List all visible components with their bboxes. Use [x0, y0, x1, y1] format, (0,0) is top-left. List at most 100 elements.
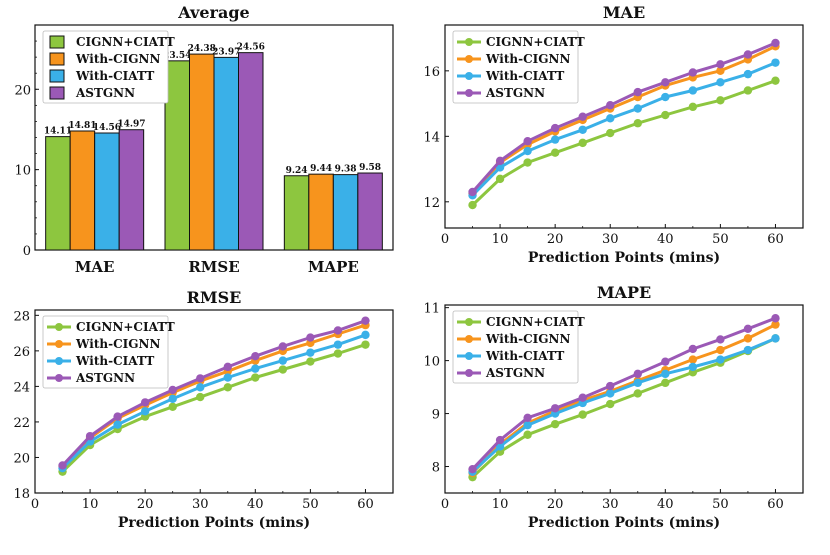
point-with-ciatt-40: [661, 92, 670, 102]
point-with-cignn-50: [716, 345, 725, 355]
y-tick-label: 18: [13, 487, 30, 502]
legend-box: [452, 30, 579, 104]
point-astgnn-20: [550, 123, 560, 133]
point-astgnn-45: [278, 342, 288, 351]
point-cignn-ciatt-40: [661, 378, 670, 388]
point-astgnn-40: [251, 351, 260, 361]
point-astgnn-5: [58, 461, 67, 470]
point-cignn-ciatt-30: [606, 399, 615, 409]
y-tick-label: 10: [14, 164, 31, 179]
point-astgnn-50: [716, 60, 725, 69]
mae-line-chart: MAE 0 10 20 30 40 50 60 12 14 16 Prediction Points …: [423, 3, 804, 266]
chart-title: RMSE: [187, 288, 242, 307]
point-with-ciatt-55: [743, 345, 753, 355]
legend-label-astgnn: ASTGNN: [485, 366, 545, 380]
x-tick-label: 40: [247, 497, 264, 512]
legend-box: [452, 310, 579, 384]
legend-label-cignn-ciatt: CIGNN+CIATT: [486, 315, 585, 329]
data-label-rmse-with-cignn: 24.38: [188, 44, 216, 54]
legend-marker-with-ciatt: [465, 352, 473, 360]
series-line-astgnn: [471, 41, 777, 193]
point-cignn-ciatt-25: [578, 138, 587, 148]
point-cignn-ciatt-45: [688, 102, 698, 112]
point-cignn-ciatt-30: [196, 392, 205, 402]
point-astgnn-45: [688, 68, 698, 77]
point-with-ciatt-60: [361, 330, 370, 340]
bar-rmse-with-ciatt: [213, 56, 239, 251]
point-astgnn-15: [523, 413, 532, 422]
point-cignn-ciatt-40: [661, 110, 670, 120]
legend-marker-with-cignn: [465, 335, 473, 343]
bar-rmse-with-cignn: [189, 53, 215, 251]
legend-box: [42, 30, 169, 104]
x-axis-label: Prediction Points (mins): [528, 250, 720, 266]
point-with-ciatt-60: [771, 334, 780, 343]
point-cignn-ciatt-25: [578, 410, 587, 419]
point-with-ciatt-50: [716, 78, 725, 87]
y-tick-label: 28: [13, 309, 30, 324]
legend-label-with-ciatt: With-CIATT: [485, 69, 564, 83]
point-with-ciatt-45: [688, 362, 698, 372]
point-with-ciatt-20: [140, 407, 150, 416]
point-with-cignn-55: [743, 334, 753, 343]
chart-title: MAPE: [597, 283, 651, 302]
point-cignn-ciatt-15: [523, 430, 532, 439]
point-cignn-ciatt-60: [361, 340, 370, 349]
point-astgnn-60: [771, 38, 780, 48]
point-astgnn-50: [716, 335, 725, 344]
legend-label-cignn-ciatt: CIGNN+CIATT: [486, 35, 585, 49]
point-with-ciatt-50: [716, 355, 725, 364]
y-tick-label: 10: [423, 355, 440, 370]
series-line-astgnn: [471, 316, 777, 471]
point-astgnn-10: [85, 431, 95, 441]
x-tick-label: 50: [712, 497, 729, 512]
point-with-ciatt-30: [606, 389, 615, 398]
y-tick-label: 11: [423, 302, 440, 317]
series-line-with-ciatt: [471, 61, 777, 197]
legend-label-with-cignn: With-CIGNN: [75, 52, 160, 66]
bar-mae-with-ciatt: [94, 132, 120, 251]
point-cignn-ciatt-55: [333, 349, 343, 358]
plot-frame: [444, 304, 804, 494]
y-tick-label: 24: [13, 380, 30, 395]
legend-marker-cignn-ciatt: [465, 318, 473, 326]
point-cignn-ciatt-35: [633, 389, 642, 398]
x-tick-label: 20: [547, 497, 564, 512]
data-label-rmse-with-ciatt: 23.97: [212, 47, 240, 57]
plot-frame: [444, 24, 804, 229]
x-tick-label: 60: [767, 232, 784, 247]
data-label-mae-with-ciatt: 14.56: [93, 123, 121, 133]
point-astgnn-55: [743, 324, 753, 334]
chart-title: MAE: [603, 3, 645, 22]
point-cignn-ciatt-50: [716, 96, 725, 105]
point-cignn-ciatt-50: [306, 357, 315, 366]
x-tick-label: 30: [192, 497, 209, 512]
point-with-ciatt-30: [196, 383, 205, 392]
point-cignn-ciatt-10: [495, 174, 505, 184]
legend-marker-astgnn: [465, 89, 473, 97]
point-astgnn-20: [140, 398, 150, 407]
point-cignn-ciatt-40: [251, 373, 260, 382]
y-tick-label: 22: [13, 416, 30, 431]
legend-label-with-ciatt: With-CIATT: [75, 69, 154, 83]
point-astgnn-25: [578, 112, 587, 121]
point-with-ciatt-15: [113, 420, 122, 429]
point-astgnn-25: [168, 385, 177, 395]
series-line-cignn-ciatt: [471, 337, 777, 479]
y-tick-label: 20: [13, 451, 30, 466]
x-tick-label: 60: [357, 497, 374, 512]
data-label-mae-astgnn: 14.97: [117, 120, 145, 130]
x-tick-label: 40: [657, 497, 674, 512]
point-astgnn-30: [606, 101, 615, 110]
legend-marker-with-ciatt: [465, 72, 473, 80]
point-astgnn-35: [633, 369, 642, 379]
point-with-ciatt-60: [771, 58, 780, 67]
series-line-with-cignn: [471, 44, 777, 195]
x-tick-label: 60: [767, 497, 784, 512]
legend-label-with-cignn: With-CIGNN: [485, 52, 570, 66]
y-tick-label: 9: [432, 408, 440, 423]
series-line-astgnn: [61, 319, 366, 467]
legend-label-astgnn: ASTGNN: [485, 86, 545, 100]
x-axis-label: Prediction Points (mins): [118, 515, 310, 531]
legend-swatch-astgnn: [49, 86, 65, 100]
